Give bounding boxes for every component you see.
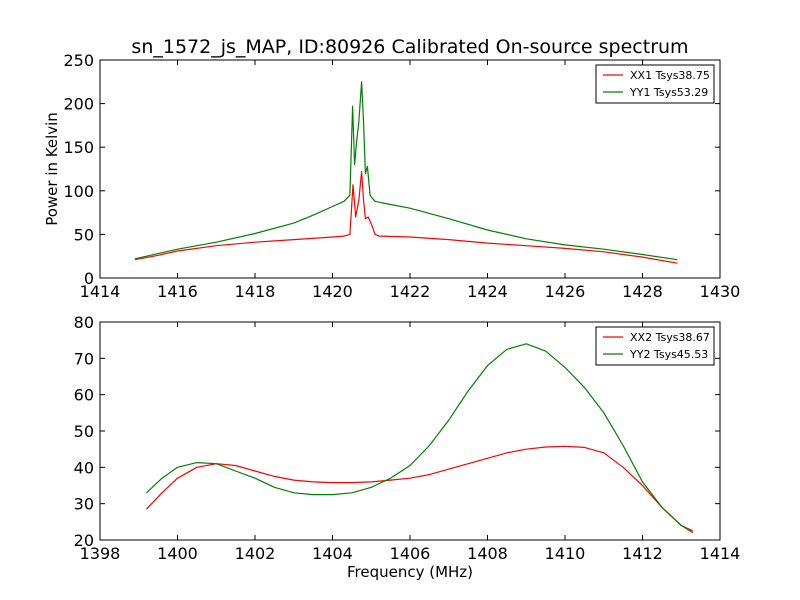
top-chart-y-tick-label: 50 [74, 225, 94, 244]
top-chart-series-line-1 [134, 171, 678, 264]
top-chart-x-tick-label: 1422 [390, 282, 431, 301]
top-chart-x-tick-label: 1420 [312, 282, 353, 301]
top-chart-y-tick-label: 0 [84, 269, 94, 288]
bottom-chart-y-tick-label: 80 [74, 313, 94, 332]
bottom-chart-legend-label-2: YY2 Tsys45.53 [629, 348, 708, 361]
bottom-chart-y-tick-label: 30 [74, 495, 94, 514]
top-chart-title: sn_1572_js_MAP, ID:80926 Calibrated On-s… [131, 36, 688, 58]
bottom-chart-x-tick-label: 1414 [700, 544, 741, 563]
bottom-chart-x-tick-label: 1402 [235, 544, 276, 563]
top-chart-x-tick-label: 1428 [622, 282, 663, 301]
bottom-chart-x-tick-label: 1408 [467, 544, 508, 563]
bottom-chart-x-tick-label: 1406 [390, 544, 431, 563]
top-chart-x-tick-label: 1424 [467, 282, 508, 301]
top-chart-y-tick-label: 100 [63, 182, 94, 201]
top-chart-y-tick-label: 250 [63, 51, 94, 70]
bottom-chart-y-tick-label: 20 [74, 531, 94, 550]
top-chart-y-tick-label: 150 [63, 138, 94, 157]
bottom-chart-y-tick-label: 40 [74, 458, 94, 477]
top-chart-legend-label-1: XX1 Tsys38.75 [630, 69, 710, 82]
top-chart-x-tick-label: 1418 [235, 282, 276, 301]
top-chart-y-axis-label: Power in Kelvin [43, 112, 61, 226]
bottom-chart-x-tick-label: 1400 [157, 544, 198, 563]
bottom-chart-x-tick-label: 1398 [80, 544, 121, 563]
bottom-chart-series-line-1 [146, 445, 694, 532]
top-chart-x-tick-label: 1414 [80, 282, 121, 301]
top-chart-series-line-2 [134, 81, 678, 261]
top-chart-legend-box [595, 64, 715, 104]
bottom-chart-legend-label-1: XX2 Tsys38.67 [630, 331, 710, 344]
top-chart-y-tick-label: 200 [63, 95, 94, 114]
bottom-chart-plot-area: 1398 1400 1402 1404 1406 1408 1410 1412 1414 20 30… [74, 313, 741, 563]
bottom-chart-series-line-2 [146, 343, 694, 534]
top-chart-legend-label-2: YY1 Tsys53.29 [629, 86, 708, 99]
bottom-chart-x-tick-label: 1404 [312, 544, 353, 563]
top-chart-plot-area: 1414 1416 1418 1420 1422 1424 1426 1428 1430 0 50 1… [63, 51, 740, 301]
bottom-chart-x-axis-label: Frequency (MHz) [347, 563, 473, 581]
bottom-chart-y-tick-label: 50 [74, 422, 94, 441]
bottom-chart-legend-box [595, 326, 715, 366]
top-chart-x-tick-label: 1430 [700, 282, 741, 301]
top-chart-x-tick-label: 1416 [157, 282, 198, 301]
bottom-chart-y-tick-label: 70 [74, 349, 94, 368]
top-chart-x-tick-label: 1426 [545, 282, 586, 301]
bottom-chart-x-tick-label: 1412 [622, 544, 663, 563]
bottom-chart-x-tick-label: 1410 [545, 544, 586, 563]
bottom-chart-y-tick-label: 60 [74, 386, 94, 405]
